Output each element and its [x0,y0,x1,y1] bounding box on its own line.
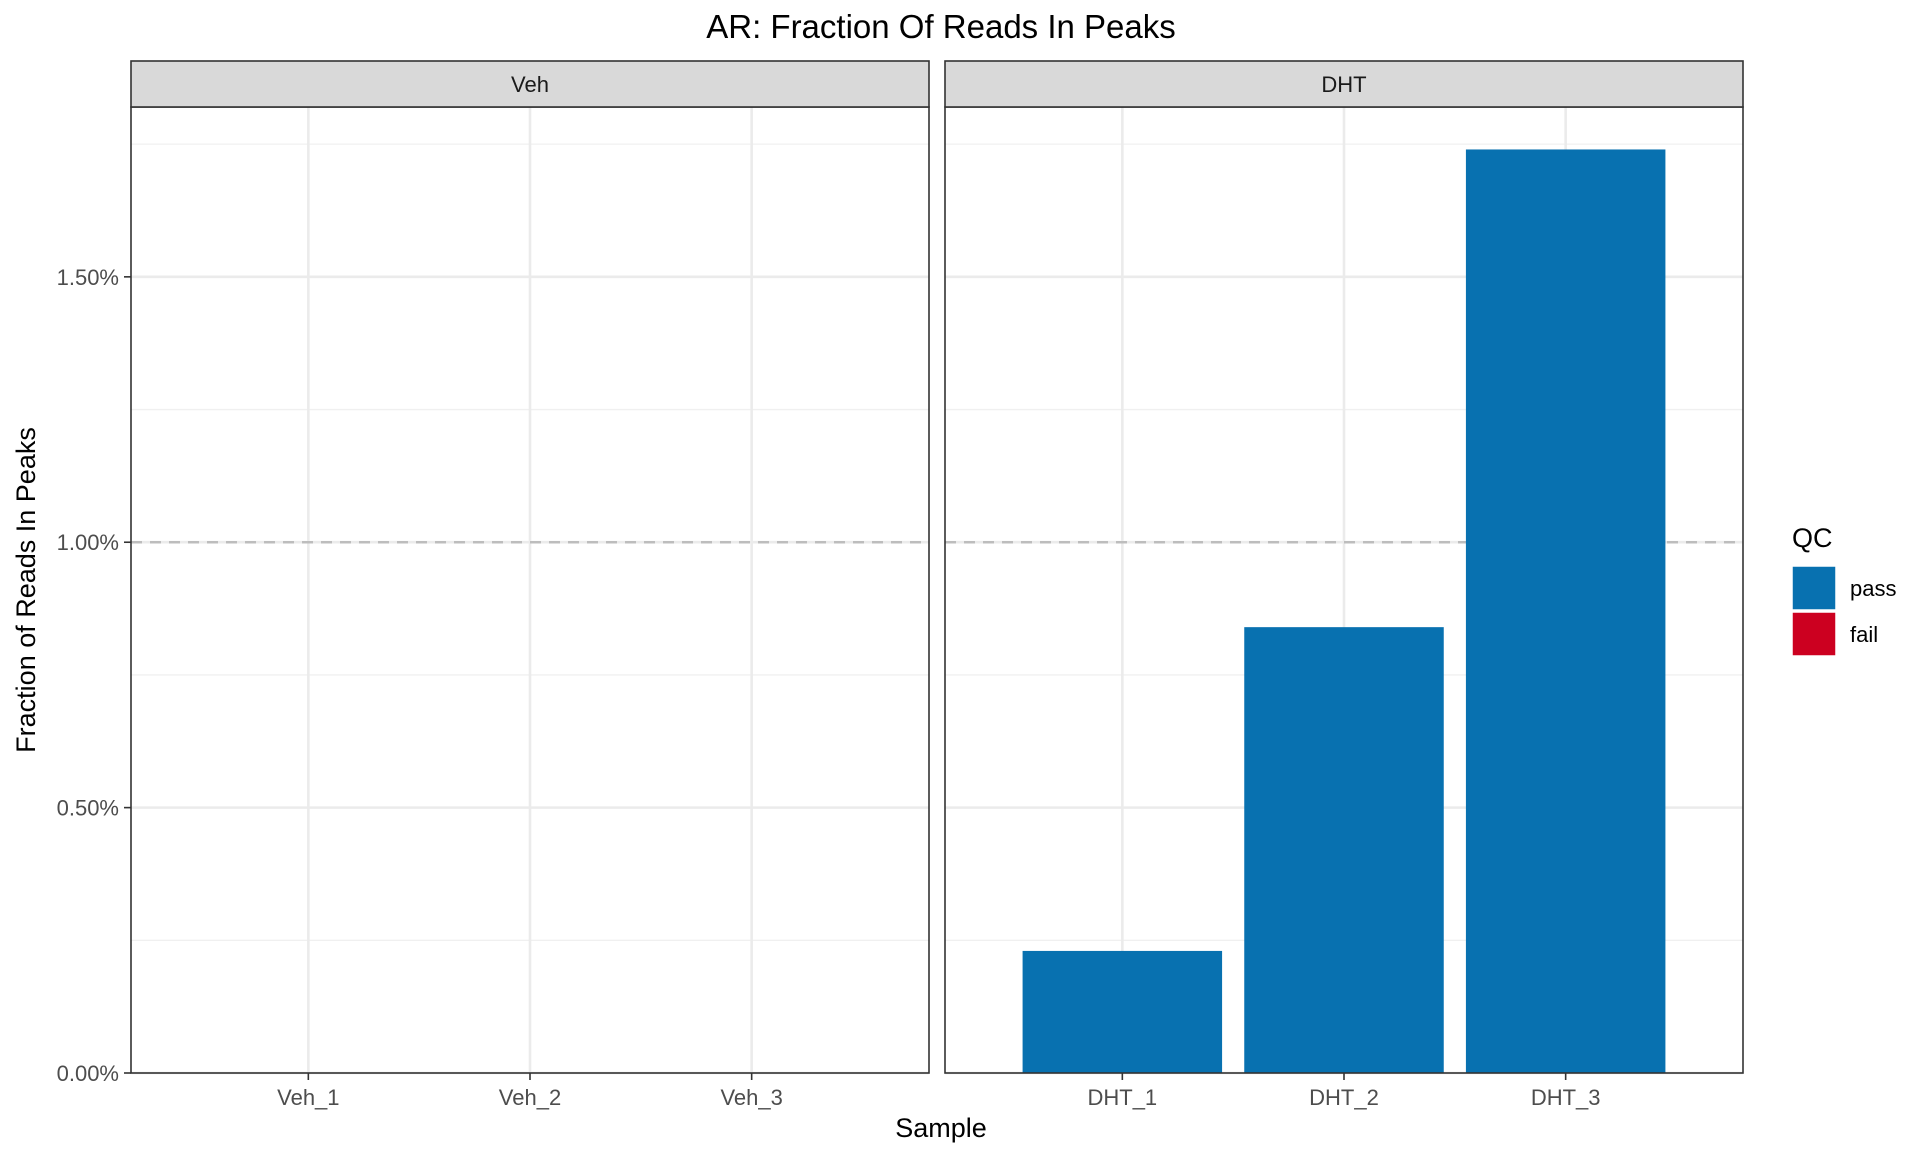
facet-strip-label: Veh [511,72,549,97]
x-tick-label: DHT_3 [1531,1085,1601,1110]
legend-key-pass [1791,565,1837,611]
legend: QC pass fail [1791,523,1896,657]
y-tick-label: 1.50% [57,265,119,290]
facet-strip [130,60,930,108]
x-tick-label: DHT_2 [1309,1085,1379,1110]
x-tick-label: Veh_3 [720,1085,782,1110]
facet-panel-dht: DHT DHT_1 DHT_2 DHT_3 [944,60,1744,1110]
legend-label-pass: pass [1850,576,1896,601]
legend-label-fail: fail [1850,622,1878,647]
chart-title: AR: Fraction Of Reads In Peaks [706,8,1176,45]
bar-dht-1 [1022,950,1223,1073]
y-tick-label: 0.50% [57,796,119,821]
bar-dht-2 [1244,627,1444,1073]
x-tick-label: Veh_2 [499,1085,561,1110]
legend-title: QC [1792,523,1833,553]
facet-strip [944,60,1744,108]
facet-strip-label: DHT [1321,72,1366,97]
x-axis-title: Sample [895,1113,987,1143]
y-axis: 0.00% 0.50% 1.00% 1.50% [57,265,131,1086]
y-tick-label: 1.00% [57,530,119,555]
x-tick-label: DHT_1 [1087,1085,1157,1110]
facet-panel-veh: Veh Veh_1 Veh_2 Veh_3 [130,60,930,1110]
bar-dht-3 [1465,149,1666,1073]
x-tick-label: Veh_1 [277,1085,339,1110]
y-tick-label: 0.00% [57,1061,119,1086]
facet-panels: Veh Veh_1 Veh_2 Veh_3 DHT DHT_1 DHT_2 DHT_3 [130,60,1744,1110]
y-axis-title: Fraction of Reads In Peaks [11,427,41,753]
legend-key-fail [1791,611,1837,657]
